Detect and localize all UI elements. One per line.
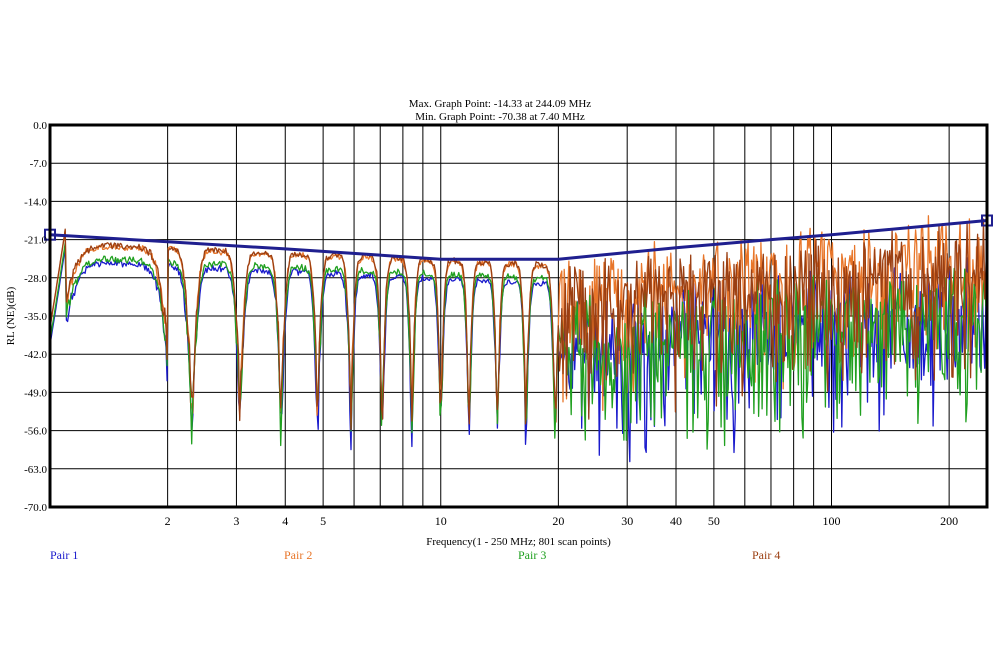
legend-pair-4: Pair 4 <box>752 548 781 562</box>
x-tick-label: 50 <box>708 514 720 528</box>
x-tick-label: 4 <box>282 514 288 528</box>
y-tick-label: -42.0 <box>24 349 47 361</box>
series-pair-4 <box>49 218 988 430</box>
plot-frame <box>48 123 989 509</box>
x-tick-label: 100 <box>823 514 841 528</box>
y-tick-label: -56.0 <box>24 426 47 438</box>
x-tick-label: 5 <box>320 514 326 528</box>
data-series <box>49 215 988 463</box>
x-tick-labels: 2 3 4 5 10 20 30 40 50 100 200 <box>165 514 959 528</box>
y-tick-label: -63.0 <box>24 464 47 476</box>
x-axis-label: Frequency(1 - 250 MHz; 801 scan points) <box>426 536 611 548</box>
y-tick-label: -14.0 <box>24 196 47 208</box>
y-tick-label: -35.0 <box>24 311 47 323</box>
min-graph-point: Min. Graph Point: -70.38 at 7.40 MHz <box>415 111 585 123</box>
y-tick-label: -21.0 <box>24 235 47 247</box>
series-pair-3 <box>49 242 988 450</box>
series-pair-2 <box>49 215 988 424</box>
x-tick-label: 200 <box>940 514 958 528</box>
x-tick-label: 40 <box>670 514 682 528</box>
x-tick-label: 3 <box>233 514 239 528</box>
x-tick-label: 10 <box>435 514 447 528</box>
limit-line-layer <box>44 214 993 261</box>
x-tick-label: 20 <box>552 514 564 528</box>
legend-pair-3: Pair 3 <box>518 548 547 562</box>
max-graph-point: Max. Graph Point: -14.33 at 244.09 MHz <box>408 98 592 110</box>
y-tick-label: 0.0 <box>33 120 47 132</box>
legend-pair-1: Pair 1 <box>50 548 79 562</box>
y-tick-label: -70.0 <box>24 502 47 514</box>
limit-line <box>49 219 988 261</box>
y-tick-label: -28.0 <box>24 273 47 285</box>
y-axis-label: RL (NE)(dB) <box>5 286 17 345</box>
legend-pair-2: Pair 2 <box>284 548 313 562</box>
y-tick-labels: 0.0 -7.0 -14.0 -21.0 -28.0 -35.0 -42.0 -49.0 -56… <box>24 120 47 514</box>
x-tick-label: 2 <box>165 514 171 528</box>
x-tick-label: 30 <box>621 514 633 528</box>
y-tick-label: -49.0 <box>24 387 47 399</box>
y-tick-label: -7.0 <box>30 158 48 170</box>
